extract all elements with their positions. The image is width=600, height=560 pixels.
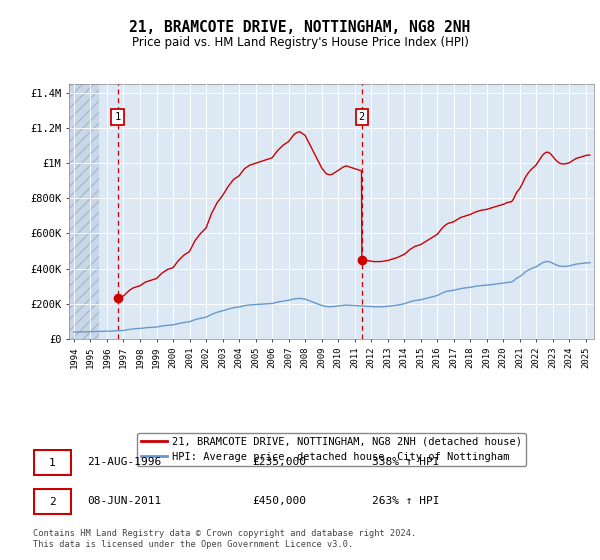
FancyBboxPatch shape xyxy=(34,450,71,475)
Text: 21-AUG-1996: 21-AUG-1996 xyxy=(87,457,161,467)
Text: £450,000: £450,000 xyxy=(252,496,306,506)
Text: 263% ↑ HPI: 263% ↑ HPI xyxy=(372,496,439,506)
Bar xyxy=(69,84,99,339)
Text: Price paid vs. HM Land Registry's House Price Index (HPI): Price paid vs. HM Land Registry's House … xyxy=(131,36,469,49)
Text: Contains HM Land Registry data © Crown copyright and database right 2024.
This d: Contains HM Land Registry data © Crown c… xyxy=(33,529,416,549)
Text: 2: 2 xyxy=(359,112,365,122)
Text: 1: 1 xyxy=(49,458,56,468)
Text: 1: 1 xyxy=(115,112,121,122)
Text: 08-JUN-2011: 08-JUN-2011 xyxy=(87,496,161,506)
FancyBboxPatch shape xyxy=(34,489,71,515)
Text: 338% ↑ HPI: 338% ↑ HPI xyxy=(372,457,439,467)
Text: 21, BRAMCOTE DRIVE, NOTTINGHAM, NG8 2NH: 21, BRAMCOTE DRIVE, NOTTINGHAM, NG8 2NH xyxy=(130,20,470,35)
Text: 2: 2 xyxy=(49,497,56,507)
Legend: 21, BRAMCOTE DRIVE, NOTTINGHAM, NG8 2NH (detached house), HPI: Average price, de: 21, BRAMCOTE DRIVE, NOTTINGHAM, NG8 2NH … xyxy=(137,432,526,466)
Text: £235,000: £235,000 xyxy=(252,457,306,467)
